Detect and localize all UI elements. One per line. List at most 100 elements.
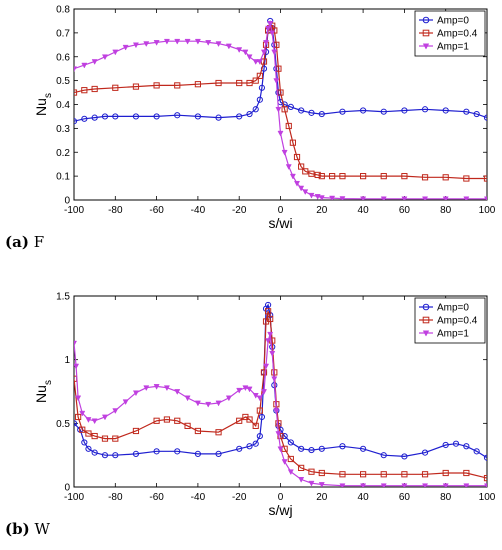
caption-b: (b) W bbox=[5, 520, 50, 538]
legend-label: Amp=1 bbox=[437, 329, 469, 340]
data-point bbox=[81, 62, 88, 69]
data-point bbox=[360, 107, 367, 114]
data-point bbox=[263, 40, 270, 46]
data-point bbox=[194, 113, 201, 120]
x-tick-label: 60 bbox=[399, 492, 411, 503]
data-point bbox=[360, 196, 367, 200]
data-point bbox=[174, 82, 181, 89]
data-point bbox=[442, 441, 449, 449]
data-point bbox=[252, 422, 259, 429]
data-point bbox=[174, 448, 181, 455]
data-point bbox=[277, 130, 284, 137]
data-point bbox=[74, 118, 78, 125]
data-point bbox=[329, 173, 336, 180]
x-tick-label: 100 bbox=[479, 205, 496, 216]
data-point bbox=[184, 395, 191, 402]
data-point bbox=[298, 445, 305, 452]
data-point bbox=[236, 445, 243, 452]
data-point bbox=[483, 175, 487, 182]
series-amp-1 bbox=[74, 20, 487, 200]
data-point bbox=[339, 173, 346, 180]
data-point bbox=[463, 196, 470, 200]
x-axis-label: s/wj bbox=[268, 502, 292, 518]
data-point bbox=[91, 418, 98, 425]
data-point bbox=[273, 408, 280, 414]
data-point bbox=[112, 49, 119, 56]
data-point bbox=[339, 471, 346, 478]
data-point bbox=[143, 385, 150, 392]
data-point bbox=[85, 430, 92, 437]
data-point bbox=[260, 389, 267, 395]
data-point bbox=[85, 417, 92, 423]
data-point bbox=[252, 59, 259, 65]
data-point bbox=[91, 114, 98, 121]
legend-label: Amp=0.4 bbox=[437, 316, 478, 327]
data-point bbox=[380, 173, 387, 180]
x-tick-label: -80 bbox=[108, 205, 123, 216]
data-point bbox=[287, 455, 294, 463]
data-point bbox=[360, 445, 367, 452]
data-point bbox=[422, 483, 429, 487]
x-tick-label: -60 bbox=[149, 492, 164, 503]
data-point bbox=[74, 420, 78, 427]
data-point bbox=[252, 106, 259, 113]
data-point bbox=[463, 483, 470, 487]
data-point bbox=[194, 38, 201, 45]
data-point bbox=[174, 389, 181, 395]
data-point bbox=[287, 103, 294, 110]
data-point bbox=[74, 66, 78, 73]
data-point bbox=[265, 25, 272, 32]
data-point bbox=[463, 469, 470, 477]
data-point bbox=[215, 41, 222, 48]
data-point bbox=[153, 82, 160, 89]
data-point bbox=[256, 72, 263, 79]
data-point bbox=[74, 363, 80, 370]
data-point bbox=[298, 477, 305, 483]
data-point bbox=[132, 113, 140, 120]
y-axis-label-main: Nu bbox=[33, 98, 49, 116]
y-tick-label: 0.3 bbox=[56, 124, 70, 135]
data-point bbox=[422, 330, 430, 337]
y-tick-label: 0.2 bbox=[56, 148, 70, 159]
data-point bbox=[275, 431, 282, 437]
data-point bbox=[246, 386, 253, 393]
legend-label: Amp=0 bbox=[437, 16, 469, 27]
data-point bbox=[132, 427, 140, 435]
data-point bbox=[74, 89, 78, 96]
data-point bbox=[380, 483, 387, 487]
data-point bbox=[236, 113, 243, 120]
data-point bbox=[298, 185, 305, 192]
y-axis-label: Nus bbox=[33, 380, 54, 403]
series-amp-0 bbox=[74, 301, 487, 461]
data-point bbox=[308, 468, 315, 475]
x-tick-label: 80 bbox=[440, 205, 452, 216]
data-point bbox=[101, 435, 109, 442]
data-point bbox=[380, 196, 387, 200]
data-point bbox=[153, 417, 160, 424]
data-point bbox=[91, 432, 98, 440]
data-point bbox=[112, 452, 119, 459]
data-point bbox=[258, 413, 266, 421]
data-point bbox=[236, 417, 243, 424]
data-point bbox=[260, 49, 267, 56]
data-point bbox=[81, 115, 88, 122]
data-point bbox=[289, 173, 296, 180]
x-tick-label: -20 bbox=[232, 492, 247, 503]
data-point bbox=[91, 85, 98, 93]
data-point bbox=[215, 450, 222, 457]
data-point bbox=[163, 38, 170, 45]
data-point bbox=[263, 363, 270, 370]
data-point bbox=[281, 432, 288, 440]
data-point bbox=[258, 84, 266, 91]
y-tick-label: 0 bbox=[64, 196, 70, 207]
data-point bbox=[285, 164, 292, 170]
data-point bbox=[153, 448, 160, 455]
x-tick-label: -80 bbox=[108, 492, 123, 503]
data-point bbox=[269, 30, 276, 37]
data-point bbox=[265, 338, 272, 344]
data-point bbox=[285, 122, 292, 130]
data-point bbox=[422, 316, 430, 324]
data-point bbox=[267, 315, 274, 323]
data-point bbox=[422, 16, 430, 24]
